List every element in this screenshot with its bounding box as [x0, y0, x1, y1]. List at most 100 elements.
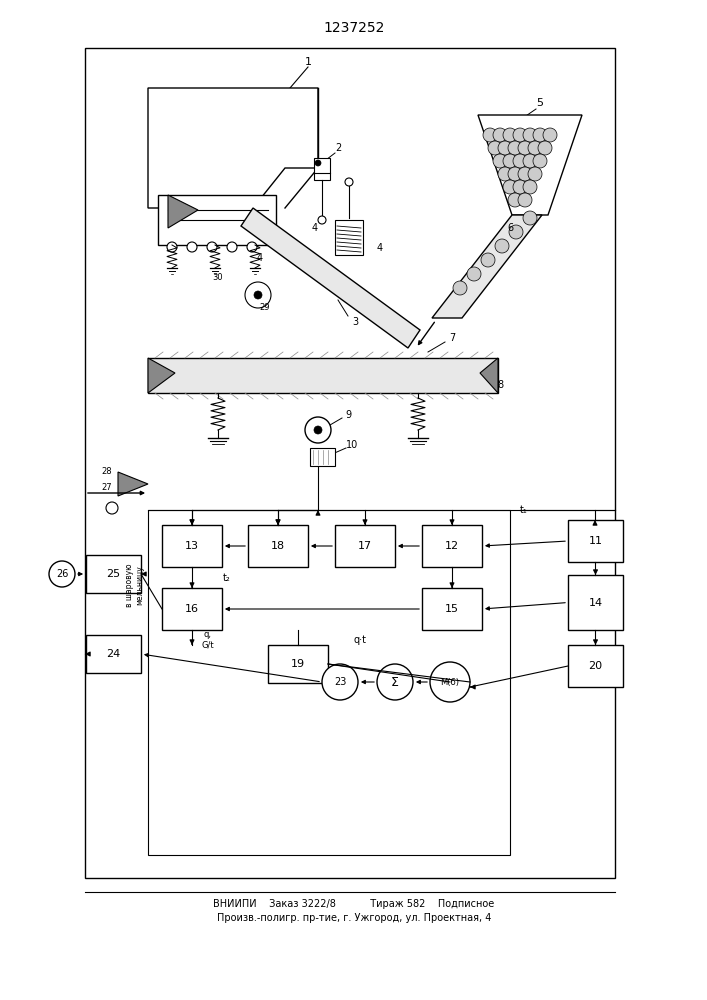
Circle shape: [187, 242, 197, 252]
Circle shape: [528, 167, 542, 181]
Circle shape: [483, 128, 497, 142]
Polygon shape: [480, 358, 498, 393]
Circle shape: [245, 282, 271, 308]
Text: 12: 12: [445, 541, 459, 551]
Text: 7: 7: [449, 333, 455, 343]
Text: 2: 2: [335, 143, 341, 153]
Bar: [422, 588, 482, 630]
Text: Произв.-полигр. пр-тие, г. Ужгород, ул. Проектная, 4: Произв.-полигр. пр-тие, г. Ужгород, ул. …: [217, 913, 491, 923]
Text: 9: 9: [345, 410, 351, 420]
Text: 16: 16: [185, 604, 199, 614]
Circle shape: [523, 154, 537, 168]
Circle shape: [518, 141, 532, 155]
Text: М(б): М(б): [440, 678, 460, 686]
Circle shape: [513, 154, 527, 168]
Bar: [162, 588, 222, 630]
Circle shape: [247, 242, 257, 252]
Polygon shape: [168, 195, 198, 228]
Circle shape: [106, 502, 118, 514]
Circle shape: [508, 167, 522, 181]
Text: 23: 23: [334, 677, 346, 687]
Circle shape: [322, 664, 358, 700]
Circle shape: [227, 242, 237, 252]
Circle shape: [207, 242, 217, 252]
Text: t₂: t₂: [223, 573, 230, 583]
Bar: [86, 555, 141, 593]
Text: 1237252: 1237252: [323, 21, 385, 35]
Text: 24: 24: [106, 649, 121, 659]
Bar: [268, 645, 328, 683]
Text: 15: 15: [445, 604, 459, 614]
Text: q·t: q·t: [354, 635, 366, 645]
Polygon shape: [148, 358, 498, 393]
Polygon shape: [148, 88, 318, 208]
Text: 26: 26: [56, 569, 68, 579]
Circle shape: [518, 193, 532, 207]
Text: 5: 5: [537, 98, 544, 108]
Bar: [568, 645, 623, 687]
Polygon shape: [118, 472, 148, 496]
Bar: [248, 525, 308, 567]
Bar: [422, 525, 482, 567]
Circle shape: [495, 239, 509, 253]
Circle shape: [503, 154, 517, 168]
Bar: [148, 510, 510, 855]
Text: 18: 18: [271, 541, 285, 551]
Circle shape: [503, 128, 517, 142]
Circle shape: [533, 154, 547, 168]
Text: 4: 4: [312, 223, 318, 233]
Text: 29: 29: [259, 304, 270, 312]
Bar: [158, 195, 276, 245]
Circle shape: [488, 141, 502, 155]
Text: 27: 27: [102, 483, 112, 491]
Bar: [85, 48, 615, 878]
Circle shape: [345, 178, 353, 186]
Circle shape: [453, 281, 467, 295]
Text: 25: 25: [107, 569, 121, 579]
Text: ВНИИПИ    Заказ 3222/8           Тираж 582    Подписное: ВНИИПИ Заказ 3222/8 Тираж 582 Подписное: [214, 899, 495, 909]
Text: 10: 10: [346, 440, 358, 450]
Text: 28: 28: [102, 468, 112, 477]
Bar: [314, 158, 330, 180]
Circle shape: [493, 128, 507, 142]
Text: 3: 3: [352, 317, 358, 327]
Circle shape: [528, 141, 542, 155]
Text: 1: 1: [305, 57, 312, 67]
Circle shape: [503, 180, 517, 194]
Text: q,
G/t: q, G/t: [201, 630, 214, 650]
Polygon shape: [478, 115, 582, 215]
Text: 19: 19: [291, 659, 305, 669]
Polygon shape: [432, 215, 542, 318]
Bar: [310, 448, 335, 466]
Text: 6: 6: [507, 223, 513, 233]
Text: 17: 17: [358, 541, 372, 551]
Circle shape: [508, 141, 522, 155]
Circle shape: [318, 216, 326, 224]
Circle shape: [377, 664, 413, 700]
Text: 4: 4: [257, 253, 263, 263]
Text: 20: 20: [588, 661, 602, 671]
Polygon shape: [241, 208, 420, 348]
Circle shape: [430, 662, 470, 702]
Circle shape: [513, 180, 527, 194]
Circle shape: [498, 167, 512, 181]
Bar: [162, 525, 222, 567]
Circle shape: [315, 160, 321, 166]
Bar: [86, 635, 141, 673]
Bar: [335, 525, 395, 567]
Circle shape: [533, 128, 547, 142]
Circle shape: [167, 242, 177, 252]
Circle shape: [493, 154, 507, 168]
Text: 4: 4: [377, 243, 383, 253]
Circle shape: [481, 253, 495, 267]
Bar: [568, 520, 623, 562]
Bar: [568, 575, 623, 630]
Circle shape: [513, 128, 527, 142]
Circle shape: [523, 211, 537, 225]
Text: 13: 13: [185, 541, 199, 551]
Circle shape: [49, 561, 75, 587]
Text: 14: 14: [588, 597, 602, 607]
Circle shape: [523, 180, 537, 194]
Text: Σ: Σ: [391, 676, 399, 688]
Circle shape: [538, 141, 552, 155]
